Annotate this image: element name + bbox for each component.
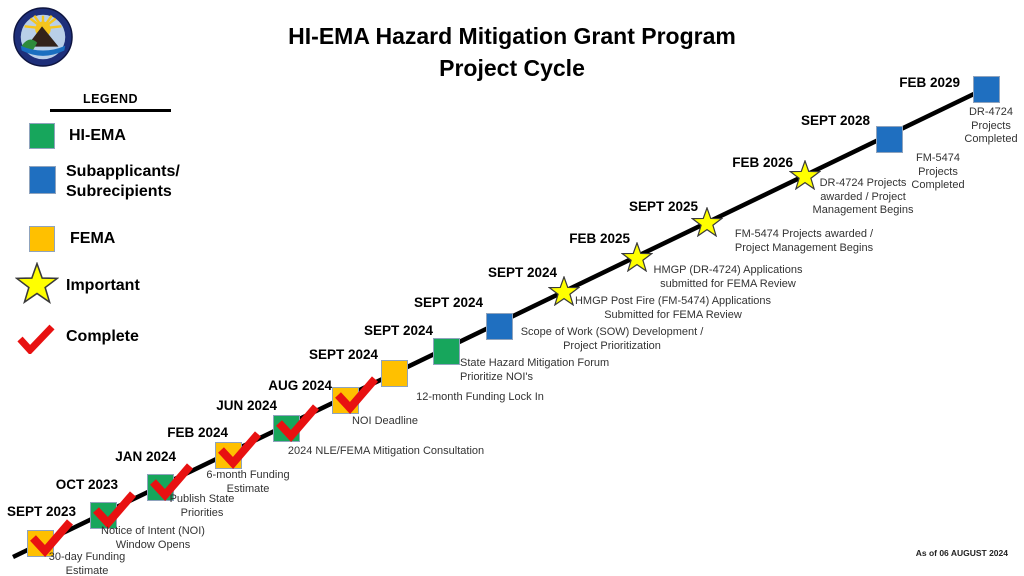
milestone-date: JAN 2024: [115, 449, 176, 464]
milestone-description: FM-5474 Projects awarded / Project Manag…: [734, 228, 874, 254]
milestone-date: FEB 2025: [569, 231, 630, 246]
milestone-description: 2024 NLE/FEMA Mitigation Consultation: [287, 445, 485, 457]
milestone-date: SEPT 2024: [487, 265, 557, 280]
milestone-description: Notice of Intent (NOI) Window Opens: [101, 525, 205, 551]
important-star-icon: [789, 160, 821, 190]
milestone-description: 30-day Funding Estimate: [48, 551, 126, 576]
legend-hiema-square-icon: [29, 123, 55, 149]
legend-fema-square-icon: [29, 226, 55, 252]
milestone-date: SEPT 2024: [363, 323, 433, 338]
milestone-date: SEPT 2028: [800, 113, 870, 128]
legend-complete-label: Complete: [66, 328, 139, 345]
milestone-date: OCT 2023: [55, 477, 118, 492]
milestone-description: 6-month Funding Estimate: [206, 469, 290, 495]
sub-square-icon: [486, 313, 513, 340]
legend-important-label: Important: [66, 277, 140, 294]
legend-underline: [50, 109, 171, 112]
fema-square-icon: [381, 360, 408, 387]
milestone-date: FEB 2026: [732, 155, 793, 170]
legend-subapplicants-label: Subapplicants/ Subrecipients: [66, 163, 180, 200]
milestone-description: FM-5474 Projects Completed: [911, 152, 965, 191]
page-title-line2: Project Cycle: [439, 55, 585, 81]
sub-square-icon: [973, 76, 1000, 103]
page-title: HI-EMA Hazard Mitigation Grant Program P…: [0, 20, 1024, 84]
milestone-description: HMGP Post Fire (FM-5474) Applications Su…: [574, 295, 772, 321]
milestone-description: 12-month Funding Lock In: [416, 391, 544, 403]
milestone-date: FEB 2029: [899, 75, 960, 90]
milestone-description: Scope of Work (SOW) Development / Projec…: [520, 326, 704, 352]
milestone-date: FEB 2024: [167, 425, 228, 440]
complete-check-icon: [218, 431, 262, 469]
milestone-description: State Hazard Mitigation Forum Prioritize…: [460, 357, 610, 383]
complete-check-icon: [93, 491, 137, 529]
milestone-date: SEPT 2025: [628, 199, 698, 214]
legend-complete-check-icon: [17, 324, 55, 354]
important-star-icon: [548, 276, 580, 306]
page-title-line1: HI-EMA Hazard Mitigation Grant Program: [288, 23, 736, 49]
legend-fema-label: FEMA: [70, 230, 116, 247]
hiema-logo: [13, 7, 73, 67]
milestone-description: DR-4724 Projects Completed: [964, 106, 1018, 145]
legend-important-star-icon: [15, 262, 59, 304]
milestone-description: Publish State Priorities: [169, 493, 235, 519]
important-star-icon: [621, 242, 653, 272]
complete-check-icon: [335, 376, 379, 414]
legend-subapplicants-square-icon: [29, 166, 56, 194]
milestone-description: DR-4724 Projects awarded / Project Manag…: [812, 177, 914, 216]
important-star-icon: [691, 207, 723, 237]
milestone-description: HMGP (DR-4724) Applications submitted fo…: [653, 264, 803, 290]
complete-check-icon: [276, 404, 320, 442]
milestone-date: SEPT 2023: [6, 504, 76, 519]
hiema-seal-icon: [13, 7, 73, 67]
complete-check-icon: [150, 463, 194, 501]
complete-check-icon: [30, 519, 74, 557]
milestone-date: SEPT 2024: [413, 295, 483, 310]
milestone-date: SEPT 2024: [308, 347, 378, 362]
legend-hiema-label: HI-EMA: [69, 127, 126, 144]
milestone-date: AUG 2024: [268, 378, 332, 393]
legend-title: LEGEND: [82, 92, 139, 106]
as-of-date: As of 06 AUGUST 2024: [915, 548, 1008, 558]
milestone-description: NOI Deadline: [351, 415, 419, 427]
sub-square-icon: [876, 126, 903, 153]
hiema-square-icon: [433, 338, 460, 365]
milestone-date: JUN 2024: [216, 398, 277, 413]
